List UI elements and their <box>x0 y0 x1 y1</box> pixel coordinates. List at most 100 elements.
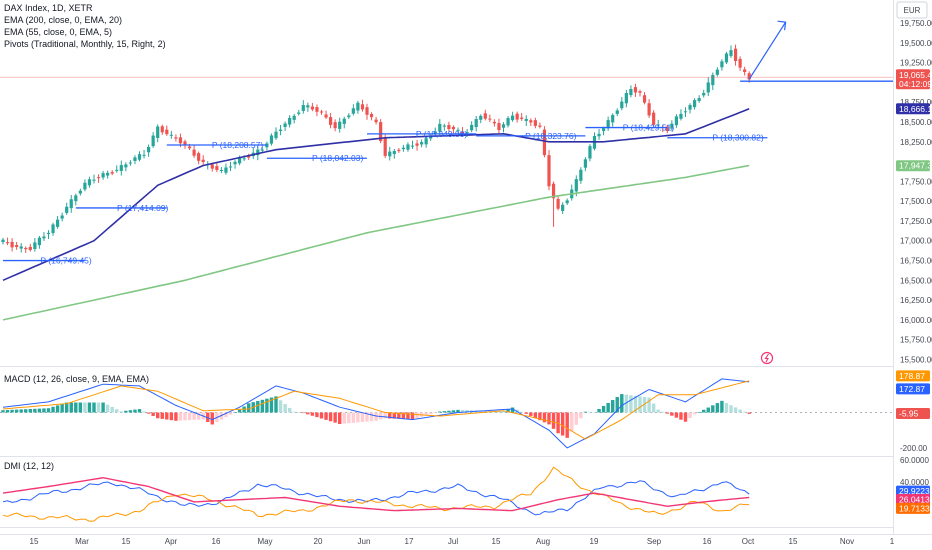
macd-histogram-bar <box>415 412 419 419</box>
macd-histogram-bar <box>738 409 742 413</box>
candle-body <box>192 149 196 156</box>
macd-histogram-bar <box>510 407 515 413</box>
candle-body <box>187 146 192 149</box>
candle-body <box>106 172 110 176</box>
candle-body <box>310 106 314 110</box>
macd-pane[interactable] <box>1 378 751 449</box>
candle-body <box>238 157 242 164</box>
time-tick-label: 16 <box>703 537 712 546</box>
countdown-text: 04:12:09 <box>899 79 932 89</box>
candle-body <box>83 182 87 190</box>
macd-histogram-bar <box>401 412 406 420</box>
time-axis[interactable]: 15 Mar 15 Apr 16 May 20 Jun 17 Jul 15 Aug 19 Sep 16 Oct… <box>30 537 895 546</box>
macd-histogram-bar <box>633 395 638 413</box>
macd-histogram-bar <box>224 412 228 418</box>
candle-body <box>115 169 119 171</box>
time-tick-label: Oct <box>742 537 755 546</box>
candle-body <box>542 129 547 156</box>
macd-histogram-bar <box>74 402 78 413</box>
dmi-pane[interactable] <box>2 466 750 522</box>
candle-body <box>33 242 37 250</box>
macd-histogram-bar <box>14 409 19 413</box>
candle-body <box>574 179 578 192</box>
candle-body <box>611 115 615 123</box>
ema200-line <box>2 164 750 321</box>
macd-histogram-bar <box>629 395 633 413</box>
macd-histogram-bar <box>283 404 287 413</box>
macd-histogram-bar <box>733 407 738 413</box>
macd-histogram-bar <box>265 398 269 413</box>
candle-body <box>51 224 55 234</box>
pivot-label: P (18,349.88) <box>416 129 468 139</box>
candle-body <box>565 200 569 204</box>
legend-ema55[interactable]: EMA (55, close, 0, EMA, 5) <box>4 27 112 37</box>
macd-histogram-bar <box>388 412 392 419</box>
candle-body <box>520 117 524 119</box>
macd-histogram-bar <box>119 411 123 413</box>
candle-body <box>583 159 587 168</box>
candle-body <box>165 129 169 135</box>
macd-histogram-bar <box>674 412 679 418</box>
price-tick-label: 15,500.00 <box>900 355 932 364</box>
candle-body <box>210 164 214 169</box>
macd-histogram-bar <box>651 403 656 413</box>
dmi-tick-label: 60.0000 <box>900 456 929 465</box>
candle-body <box>174 137 178 139</box>
macd-histogram-bar <box>142 411 146 413</box>
price-pane[interactable]: P (16,749.45) P (17,414.09) P (18,208.57) P… <box>0 20 893 321</box>
candle-body <box>315 107 319 112</box>
macd-histogram-bar <box>424 412 428 416</box>
candle-body <box>506 118 510 126</box>
candle-body <box>292 115 296 120</box>
candle-body <box>711 74 715 86</box>
candle-body <box>438 123 442 132</box>
candle-body <box>638 91 642 93</box>
legend-dmi[interactable]: DMI (12, 12) <box>4 461 54 471</box>
macd-histogram-bar <box>397 412 401 419</box>
macd-histogram-bar <box>447 410 451 413</box>
macd-histogram-bar <box>406 412 410 420</box>
macd-histogram-bar <box>729 405 733 413</box>
ema55-line <box>2 108 750 282</box>
candle-body <box>365 107 369 115</box>
candle-body <box>720 61 724 68</box>
pivot-label: P (18,300.82) <box>712 133 764 143</box>
candle-body <box>706 82 710 93</box>
candle-body <box>633 87 638 93</box>
time-tick-label: Aug <box>536 537 550 546</box>
currency-button[interactable] <box>896 1 928 19</box>
candle-body <box>533 120 537 126</box>
macd-histogram-bar <box>583 411 588 413</box>
candle-body <box>511 115 515 121</box>
macd-histogram-bar <box>96 402 101 413</box>
macd-histogram-bar <box>196 412 201 420</box>
macd-histogram-bar <box>247 403 251 413</box>
macd-histogram-bar <box>165 412 169 420</box>
candle-body <box>233 161 237 165</box>
macd-histogram-bar <box>124 410 128 413</box>
candle-body <box>679 113 683 119</box>
candle-body <box>579 169 583 181</box>
price-axis[interactable]: 19,750.00 19,500.00 19,250.00 18,750.00 18,5… <box>896 19 932 514</box>
time-tick-label: 15 <box>789 537 798 546</box>
candle-body <box>219 169 223 171</box>
legend-pivots[interactable]: Pivots (Traditional, Monthly, 15, Right,… <box>4 39 166 49</box>
candle-body <box>497 123 501 131</box>
candle-body <box>1 239 5 243</box>
candle-body <box>374 119 378 123</box>
candle-body <box>652 112 656 125</box>
candle-body <box>333 122 337 129</box>
time-tick-label: Mar <box>75 537 89 546</box>
macd-histogram-bar <box>237 409 242 413</box>
candle-body <box>524 118 528 121</box>
macd-histogram-bar <box>724 403 729 413</box>
time-tick-label: 20 <box>314 537 323 546</box>
candle-body <box>693 100 697 108</box>
candle-body <box>69 199 73 209</box>
legend-ema200[interactable]: EMA (200, close, 0, EMA, 20) <box>4 15 122 25</box>
macd-histogram-bar <box>55 405 60 413</box>
lightning-icon[interactable] <box>760 351 774 365</box>
macd-histogram-bar <box>547 412 551 425</box>
legend-macd[interactable]: MACD (12, 26, close, 9, EMA, EMA) <box>4 374 149 384</box>
candle-body <box>702 92 706 96</box>
